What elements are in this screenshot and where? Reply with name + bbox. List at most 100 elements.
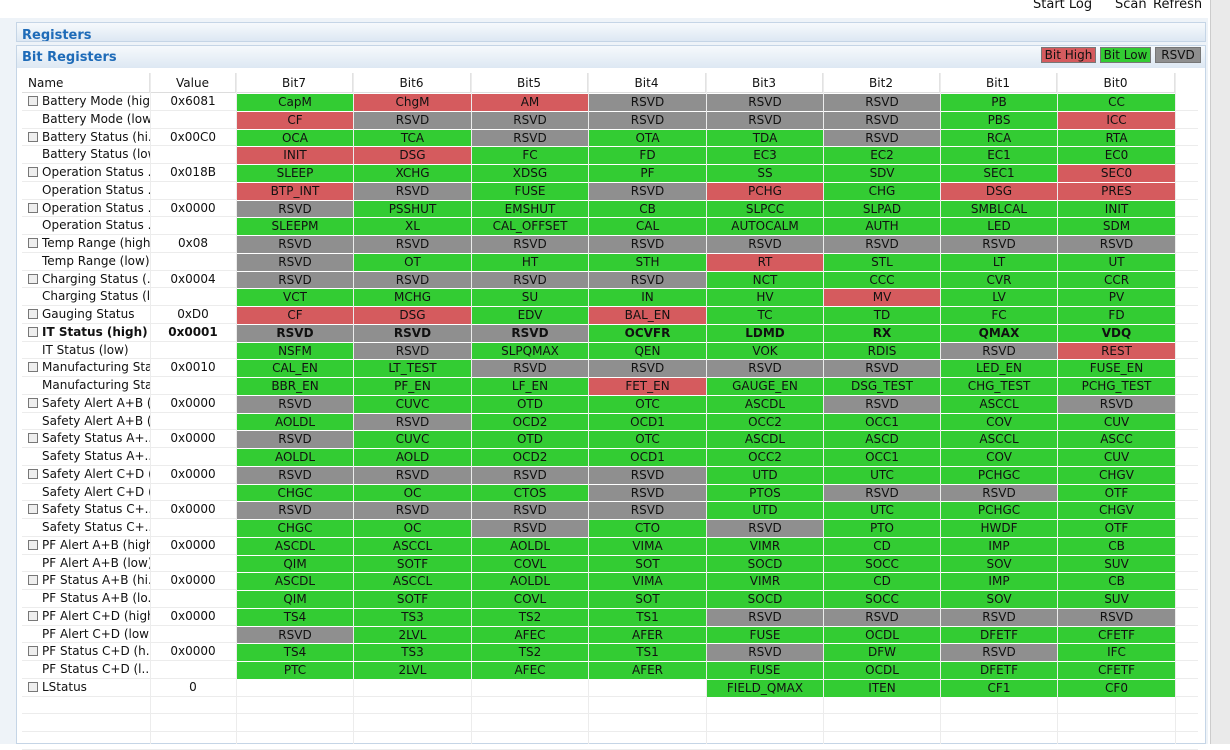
bit-cell: CF	[237, 307, 353, 324]
col-line	[353, 73, 354, 744]
toolbar-button[interactable]: Start Log	[1033, 0, 1093, 12]
bit-cell: TD	[824, 307, 940, 324]
bit-cell: DFW	[824, 644, 940, 661]
bit-cell: AFER	[589, 662, 706, 679]
col-line	[706, 73, 707, 744]
bit-cell: OTF	[1058, 484, 1175, 502]
bit-cell: PTOS	[707, 484, 823, 502]
bit-cell: HT	[472, 253, 588, 271]
bit-cell: OCD2	[472, 449, 588, 466]
register-name: PF Alert C+D (low)	[42, 626, 150, 641]
bit-cell: RSVD	[824, 129, 940, 147]
row-icon	[28, 96, 38, 106]
bit-cell: LDMD	[707, 324, 823, 342]
bit-cell: FC	[941, 307, 1057, 324]
bit-cell: SOTF	[354, 555, 471, 573]
bit-cell: RSVD	[707, 608, 823, 626]
bit-cell: AFEC	[472, 662, 588, 679]
bit-cell: SLPQMAX	[472, 342, 588, 360]
bit-cell: IFC	[1058, 644, 1175, 661]
bit-cell: OTD	[472, 431, 588, 448]
register-value: 0x00C0	[169, 129, 217, 144]
bit-cell: CB	[1058, 537, 1175, 555]
bit-cell: CCC	[824, 271, 940, 289]
row-line	[22, 713, 1198, 715]
bit-cell: RSVD	[472, 236, 588, 253]
bit-cell: BAL_EN	[589, 307, 706, 324]
bit-cell: GAUGE_EN	[707, 378, 823, 395]
bit-cell: SLPCC	[707, 200, 823, 218]
register-value: 0x0000	[170, 431, 216, 446]
bit-cell: TC	[707, 307, 823, 324]
bit-cell: VDQ	[1058, 324, 1175, 342]
register-value: 0x0000	[170, 644, 216, 659]
bit-cell: SMBLCAL	[941, 200, 1057, 218]
toolbar	[0, 0, 1230, 18]
column-header: Bit2	[823, 73, 940, 93]
bit-cell: UTC	[824, 466, 940, 484]
col-line	[823, 73, 824, 744]
bit-cell: AUTOCALM	[707, 218, 823, 235]
bit-cell: IMP	[941, 573, 1057, 590]
register-value: 0x0000	[170, 200, 216, 215]
bit-cell: AFEC	[472, 626, 588, 644]
bit-cell: TCA	[354, 129, 471, 147]
bit-cell: BBR_EN	[237, 378, 353, 395]
register-name: PF Alert A+B (high)	[42, 537, 150, 552]
register-value: 0x0000	[170, 608, 216, 623]
register-value: 0x0000	[170, 395, 216, 410]
bit-cell: COVL	[472, 555, 588, 573]
register-value: 0x6081	[170, 94, 216, 108]
bit-cell: SLEEP	[237, 165, 353, 182]
bit-cell: RSVD	[237, 236, 353, 253]
register-name: PF Status A+B (lo...	[42, 591, 150, 605]
bit-cell: SU	[472, 289, 588, 306]
bit-cell: XDSG	[472, 165, 588, 182]
register-name: Safety Alert A+B (...	[42, 395, 150, 410]
bit-cell: CAL_OFFSET	[472, 218, 588, 235]
bit-cell: COV	[941, 413, 1057, 431]
bit-cell: RSVD	[589, 236, 706, 253]
bit-cell: TS1	[589, 608, 706, 626]
bit-cell: RSVD	[589, 182, 706, 200]
bit-cell: REST	[1058, 342, 1175, 360]
bit-cell: NSFM	[237, 342, 353, 360]
bit-cell: OCD1	[589, 413, 706, 431]
bit-cell: SOCC	[824, 555, 940, 573]
toolbar-button[interactable]: Refresh	[1153, 0, 1203, 12]
toolbar-button[interactable]: Scan	[1115, 0, 1147, 12]
bit-cell: OC	[354, 484, 471, 502]
bit-cell: LED	[941, 218, 1057, 235]
bit-cell: SS	[707, 165, 823, 182]
bit-cell: OTC	[589, 431, 706, 448]
bit-cell: EC1	[941, 147, 1057, 164]
bit-cell: RSVD	[941, 236, 1057, 253]
register-value: 0x0000	[170, 466, 216, 481]
register-value: 0x0000	[170, 573, 216, 588]
bit-cell: RSVD	[237, 271, 353, 289]
bit-cell: EC2	[824, 147, 940, 164]
bit-cell: LT_TEST	[354, 360, 471, 377]
row-icon	[28, 397, 38, 408]
register-value: 0xD0	[177, 307, 209, 321]
bit-cell: RSVD	[707, 520, 823, 537]
bit-cell: FUSE	[707, 662, 823, 679]
bit-cell: QMAX	[941, 324, 1057, 342]
bit-cell: AOLDL	[237, 413, 353, 431]
bit-cell: CHG_TEST	[941, 378, 1057, 395]
bit-cell: RSVD	[237, 626, 353, 644]
bit-cell: RSVD	[824, 484, 940, 502]
bit-cell: CHGV	[1058, 466, 1175, 484]
bit-cell: PCHG_TEST	[1058, 378, 1175, 395]
register-value: 0x0001	[168, 324, 218, 339]
register-name: Safety Alert C+D (...	[42, 484, 150, 499]
bit-cell: ASCDL	[707, 431, 823, 448]
bit-cell: LF_EN	[472, 378, 588, 395]
bit-cell: RSVD	[237, 431, 353, 448]
bit-cell: UTD	[707, 466, 823, 484]
bit-cell: HV	[707, 289, 823, 306]
bit-cell: CUV	[1058, 413, 1175, 431]
bit-cell: CF	[237, 111, 353, 129]
bit-cell: RSVD	[354, 111, 471, 129]
bit-cell: SOT	[589, 591, 706, 608]
